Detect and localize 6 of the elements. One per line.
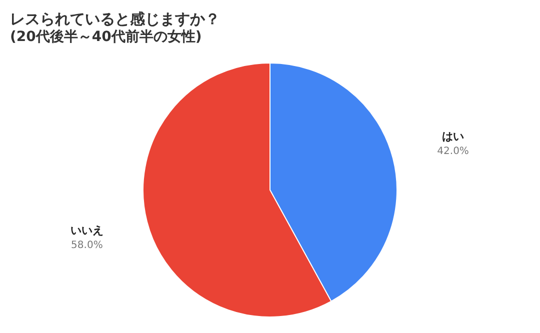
slice-label: いいえ [70, 224, 104, 237]
data-label: 58.0% [71, 240, 103, 251]
chart-subtitle: (20代後半～40代前半の女性) [10, 29, 202, 45]
data-label: 42.0% [437, 146, 469, 157]
chart-title: レスられていると感じますか？ [10, 10, 220, 28]
slice-label: はい [442, 130, 464, 143]
